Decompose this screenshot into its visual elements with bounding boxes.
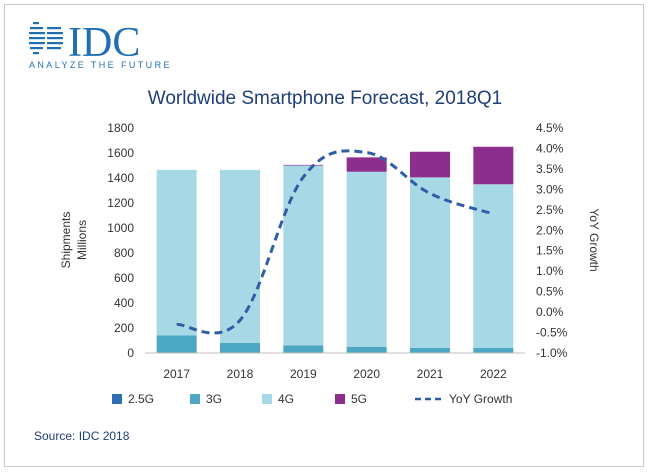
bar-3g-2022 [473,348,514,353]
bar-3g-2021 [410,348,450,353]
bar-4g-2017 [156,169,197,336]
source-note: Source: IDC 2018 [34,429,130,443]
y2-tick-label: -1.0% [536,346,568,360]
y-axis-ticks: 0 200 400 600 800 1000 1200 1400 1600 1800 [107,121,134,360]
legend-swatch-2.5g [112,394,122,404]
y-tick-label: 1200 [107,196,134,210]
bar-3g-2019 [283,345,324,353]
bar-5g-2022 [473,146,514,185]
y2-tick-label: 3.0% [536,182,564,196]
y2-tick-label: 3.5% [536,162,564,176]
bar-group [156,146,514,353]
x-tick-label-2018: 2018 [227,367,254,381]
legend-label-4g: 4G [278,392,294,406]
y-axis-label-line2: Millions [75,220,89,260]
y-tick-label: 1000 [107,221,134,235]
bar-4g-2022 [473,184,514,348]
yoy-line-group [176,149,494,335]
y2-tick-label: 2.5% [536,203,564,217]
x-tick-label-2019: 2019 [290,367,317,381]
y-tick-label: 400 [114,296,134,310]
y2-axis-label: YoY Growth [587,208,601,271]
y2-tick-label: 0.0% [536,305,564,319]
y2-tick-label: 0.5% [536,285,564,299]
y-tick-label: 1400 [107,171,134,185]
y2-tick-label: 4.5% [536,121,564,135]
x-axis-ticks: 2017 2018 2019 2020 2021 2022 [163,367,507,381]
bar-3g-2017 [156,335,197,353]
legend-label-3g: 3G [206,392,222,406]
bar-5g-2021 [410,151,450,178]
y-tick-label: 0 [127,346,134,360]
yoy-growth-line [176,149,494,335]
brand-tagline: ANALYZE THE FUTURE [29,60,172,70]
y-tick-label: 1600 [107,146,134,160]
legend-swatch-4g [262,394,272,404]
bar-5g-2019 [283,164,324,166]
bar-4g-2020 [346,171,387,347]
legend-swatch-5g [335,394,345,404]
bar-5g-2020 [346,157,387,172]
y2-tick-label: -0.5% [536,326,568,340]
x-tick-label-2020: 2020 [353,367,380,381]
bar-3g-2020 [346,346,387,353]
chart-frame [4,4,644,467]
y2-tick-label: 4.0% [536,141,564,155]
legend-label-2.5g: 2.5G [128,392,154,406]
x-tick-label-2021: 2021 [417,367,444,381]
y-tick-label: 1800 [107,121,134,135]
bar-3g-2018 [220,343,260,353]
y2-tick-label: 1.5% [536,244,564,258]
brand-name: IDC [68,20,140,66]
x-tick-label-2022: 2022 [480,367,507,381]
legend-swatch-3g [190,394,200,404]
chart-title: Worldwide Smartphone Forecast, 2018Q1 [148,88,503,109]
y-tick-label: 200 [114,321,134,335]
y-axis-label-line1: Shipments [59,212,73,269]
bar-4g-2018 [220,169,260,343]
y2-tick-label: 1.0% [536,264,564,278]
y-tick-label: 800 [114,246,134,260]
x-tick-label-2017: 2017 [163,367,190,381]
legend-label-5g: 5G [351,392,367,406]
bar-4g-2021 [410,177,450,348]
logo: IDC ANALYZE THE FUTURE [29,20,172,70]
bar-4g-2019 [283,165,324,346]
y-tick-label: 600 [114,271,134,285]
y2-axis-ticks: -1.0% -0.5% 0.0% 0.5% 1.0% 1.5% 2.0% 2.5% 3.0% 3.… [536,121,568,360]
globe-lines-icon [29,22,63,55]
y2-tick-label: 2.0% [536,223,564,237]
legend-label-yoy-growth: YoY Growth [449,392,512,406]
legend: 2.5G 3G 4G 5G YoY Growth [112,392,512,406]
